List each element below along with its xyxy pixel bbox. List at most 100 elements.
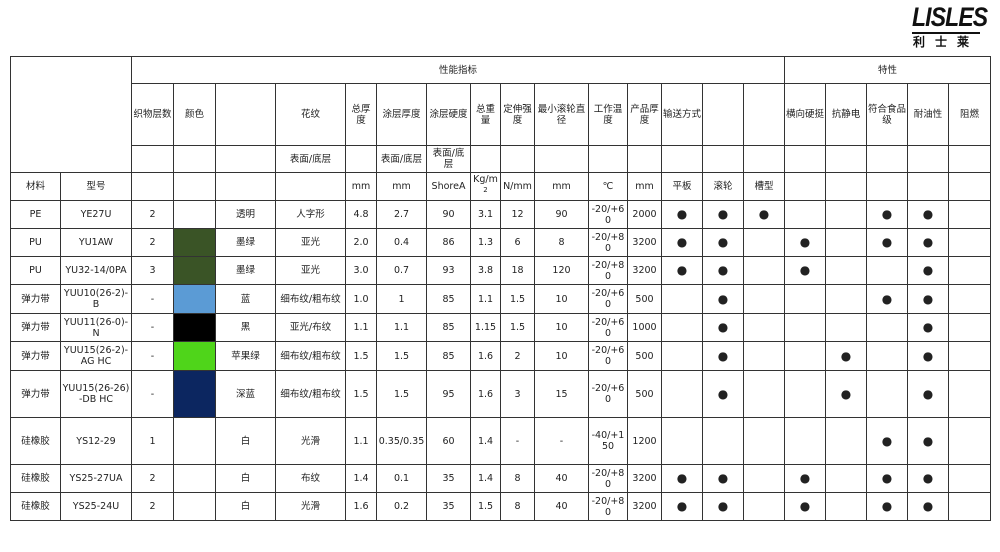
cell-feature-mark: ● bbox=[907, 417, 949, 465]
cell-prod: 3200 bbox=[627, 228, 662, 257]
color-swatch bbox=[173, 492, 216, 521]
column-subheader bbox=[947, 145, 992, 173]
column-header: 阻燃 bbox=[947, 83, 992, 146]
cell-weight: 1.5 bbox=[470, 492, 501, 521]
table-row: PU YU32-14/0PA 3 墨绿 亚光 3.0 0.7 93 3.8 18 120 -20/+8… bbox=[10, 256, 992, 285]
cell-feature-mark: ● bbox=[702, 228, 744, 257]
cell-color: 苹果绿 bbox=[215, 341, 276, 371]
cell-feature-mark bbox=[743, 370, 785, 418]
column-unit: 槽型 bbox=[743, 172, 785, 201]
cell-feature-mark: ● bbox=[907, 200, 949, 229]
cell-feature-mark bbox=[866, 370, 908, 418]
column-header: 输送方式 bbox=[661, 83, 703, 146]
cell-layers: - bbox=[131, 370, 174, 418]
cell-roller: 120 bbox=[534, 256, 589, 285]
cell-feature-mark bbox=[661, 313, 703, 342]
table-row: 硅橡胶 YS12-29 1 白光滑 1.1 0.35/0.35 60 1.4- - -40/+15… bbox=[10, 417, 992, 465]
cell-feature-mark: ● bbox=[702, 464, 744, 493]
cell-feature-mark bbox=[784, 313, 826, 342]
cell-material: 硅橡胶 bbox=[10, 492, 61, 521]
cell-layers: - bbox=[131, 341, 174, 371]
cell-material: 弹力带 bbox=[10, 370, 61, 418]
column-subheader: 表面/底层 bbox=[275, 145, 346, 173]
cell-roller: 40 bbox=[534, 492, 589, 521]
cell-feature-mark bbox=[743, 417, 785, 465]
cell-layers: - bbox=[131, 313, 174, 342]
column-header: 总重量 bbox=[470, 83, 501, 146]
cell-feature-mark bbox=[743, 341, 785, 371]
cell-feature-mark bbox=[702, 417, 744, 465]
column-header bbox=[702, 83, 744, 146]
column-header: 涂层厚度 bbox=[376, 83, 427, 146]
column-unit bbox=[866, 172, 908, 201]
column-header bbox=[215, 83, 276, 146]
cell-temp: -20/+60 bbox=[588, 284, 628, 314]
cell-feature-mark: ● bbox=[907, 256, 949, 285]
column-header: 横向硬挺 bbox=[784, 83, 826, 146]
product-spec-table: 性能指标 特性 织物层数 颜色 花纹 总厚度 涂层厚度 涂层硬度 总重量 定伸强度 最小滚轮直径 工作… bbox=[10, 56, 992, 521]
cell-feature-mark bbox=[743, 228, 785, 257]
cell-total: 1.0 bbox=[345, 284, 377, 314]
cell-feature-mark bbox=[825, 284, 867, 314]
column-unit bbox=[275, 172, 346, 201]
cell-total: 1.1 bbox=[345, 417, 377, 465]
cell-temp: -20/+80 bbox=[588, 492, 628, 521]
cell-feature-mark bbox=[866, 256, 908, 285]
header-blank bbox=[10, 56, 132, 173]
cell-feature-mark: ● bbox=[784, 492, 826, 521]
column-unit bbox=[825, 172, 867, 201]
cell-feature-mark: ● bbox=[784, 228, 826, 257]
table-row: PE YE27U 2 透明 人字形 4.8 2.7 90 3.1 12 90 -20/+60 2000 ●… bbox=[10, 200, 992, 229]
logo-wordmark: LISLES bbox=[912, 2, 988, 32]
cell-feature-mark bbox=[743, 256, 785, 285]
cell-color: 白 bbox=[215, 492, 276, 521]
cell-pattern: 光滑 bbox=[275, 417, 346, 465]
column-subheader bbox=[907, 145, 949, 173]
cell-total: 1.5 bbox=[345, 341, 377, 371]
cell-layers: 2 bbox=[131, 492, 174, 521]
cell-feature-mark: ● bbox=[825, 341, 867, 371]
cell-roller: 40 bbox=[534, 464, 589, 493]
cell-feature-mark bbox=[947, 417, 992, 465]
cell-model: YUU15(26-26)-DB HC bbox=[60, 370, 132, 418]
cell-coat: 2.7 bbox=[376, 200, 427, 229]
cell-temp: -20/+80 bbox=[588, 228, 628, 257]
cell-pattern: 布纹 bbox=[275, 464, 346, 493]
cell-feature-mark bbox=[947, 200, 992, 229]
cell-total: 1.4 bbox=[345, 464, 377, 493]
cell-coat: 1.5 bbox=[376, 370, 427, 418]
table-row: 硅橡胶 YS25-27UA 2 白布纹 1.4 0.1 35 1.4 8 40 -20/+80 320… bbox=[10, 464, 992, 493]
cell-weight: 1.3 bbox=[470, 228, 501, 257]
column-unit: mm bbox=[627, 172, 662, 201]
cell-feature-mark bbox=[947, 492, 992, 521]
logo-divider bbox=[912, 32, 980, 34]
cell-hard: 85 bbox=[426, 313, 471, 342]
cell-layers: - bbox=[131, 284, 174, 314]
cell-coat: 1.1 bbox=[376, 313, 427, 342]
cell-feature-mark: ● bbox=[907, 370, 949, 418]
column-subheader bbox=[661, 145, 703, 173]
column-header: 总厚度 bbox=[345, 83, 377, 146]
cell-feature-mark: ● bbox=[866, 464, 908, 493]
cell-layers: 2 bbox=[131, 228, 174, 257]
cell-material: 硅橡胶 bbox=[10, 417, 61, 465]
cell-feature-mark bbox=[947, 313, 992, 342]
cell-material: 弹力带 bbox=[10, 341, 61, 371]
cell-feature-mark: ● bbox=[661, 464, 703, 493]
cell-feature-mark bbox=[947, 341, 992, 371]
cell-weight: 1.1 bbox=[470, 284, 501, 314]
cell-feature-mark: ● bbox=[661, 200, 703, 229]
column-header: 涂层硬度 bbox=[426, 83, 471, 146]
cell-feature-mark: ● bbox=[907, 313, 949, 342]
color-swatch bbox=[173, 313, 216, 342]
cell-feature-mark bbox=[661, 417, 703, 465]
cell-feature-mark: ● bbox=[825, 370, 867, 418]
cell-pattern: 亚光/布纹 bbox=[275, 313, 346, 342]
column-unit: mm bbox=[345, 172, 377, 201]
cell-feature-mark: ● bbox=[907, 228, 949, 257]
cell-color: 蓝 bbox=[215, 284, 276, 314]
cell-feature-mark bbox=[743, 464, 785, 493]
cell-total: 1.6 bbox=[345, 492, 377, 521]
column-unit: 滚轮 bbox=[702, 172, 744, 201]
cell-roller: 10 bbox=[534, 341, 589, 371]
